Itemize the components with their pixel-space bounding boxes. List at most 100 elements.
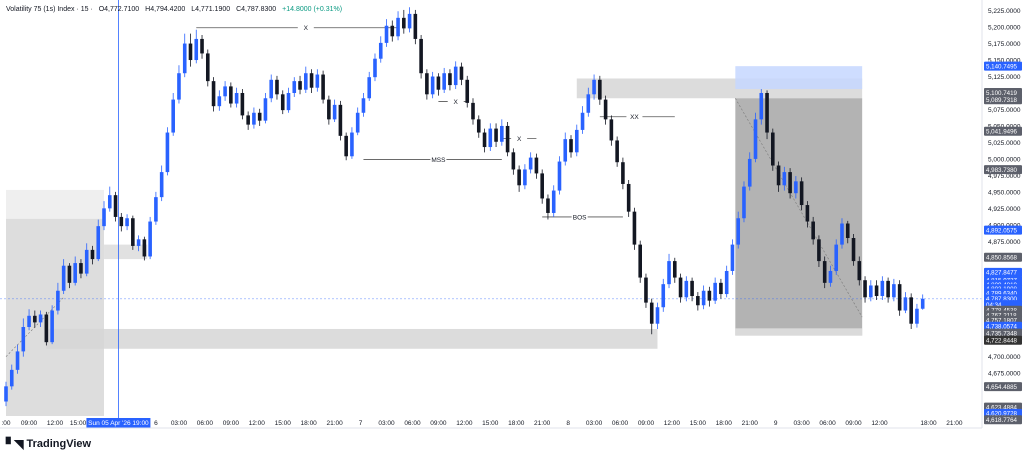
price-label: 4,738.0574 [986, 324, 1018, 331]
candle-body [794, 181, 798, 194]
candle-body [390, 25, 395, 37]
symbol-name[interactable]: Volatility 75 (1s) Index · 15 · [6, 6, 93, 13]
ohlc-change: +14.8000 (+0.31%) [282, 6, 343, 13]
candle-body [396, 17, 400, 37]
x-tick-label: 21:00 [742, 420, 759, 427]
candle-body [690, 280, 694, 297]
candle-body [142, 239, 147, 257]
candle-body [747, 158, 752, 187]
candle-body [799, 181, 804, 206]
ohlc-high: H4,794.4200 [145, 6, 186, 13]
candle-body [315, 74, 320, 88]
candle-body [488, 128, 493, 148]
candle-body [851, 238, 856, 262]
candle-body [655, 307, 660, 324]
y-tick-label: 5,025.0000 [988, 140, 1021, 147]
candle-body [569, 139, 573, 153]
candle-body [753, 119, 758, 159]
candle-body [644, 277, 648, 303]
y-tick-label: 4,875.0000 [988, 239, 1021, 246]
candle-body [592, 79, 596, 95]
candle-body [869, 285, 873, 298]
x-tick-label: 15:00 [482, 420, 499, 427]
annotation-label: X [517, 136, 522, 143]
crosshair-date-box [86, 418, 151, 428]
candle-body [840, 223, 844, 245]
candle-body [471, 102, 475, 120]
candle-body [915, 308, 919, 324]
price-label: 4,827.8477 [986, 270, 1018, 277]
candle-body [367, 77, 372, 99]
brand[interactable]: ▘◥ TradingView [6, 437, 91, 451]
axes-layer: 5,225.0000 5,200.0000 5,175.0000 5,150.0000… [0, 0, 1022, 429]
candle-body [50, 310, 54, 343]
price-label-box [984, 267, 1022, 277]
zone-box [735, 66, 863, 90]
candle-body [546, 198, 550, 213]
candle-body [517, 169, 521, 186]
price-label: 5,100.7419 [986, 90, 1018, 97]
y-tick-label: 5,000.0000 [988, 156, 1021, 163]
annotation-label-bg [447, 97, 464, 106]
candle-body [776, 165, 781, 186]
candle-body [609, 119, 614, 141]
candle-body [845, 223, 850, 239]
x-tick-label: 06:00 [404, 420, 421, 427]
candle-body [350, 132, 354, 157]
price-label-box [984, 321, 1022, 331]
candle-body [903, 297, 908, 311]
annotation-label-bg [626, 112, 643, 121]
candle-body [419, 38, 423, 74]
candle-body [822, 261, 827, 283]
price-label-box [984, 126, 1022, 136]
candle-body [909, 297, 913, 324]
candle-body [165, 132, 170, 173]
annotation-label: XX [630, 114, 639, 121]
candle-body [811, 221, 815, 240]
candle-body [56, 290, 60, 311]
candle-body [148, 221, 152, 257]
candle-body [304, 73, 308, 90]
annotation-label: X [304, 25, 309, 32]
candle-body [528, 157, 533, 170]
price-label: 5,089.7318 [986, 97, 1018, 104]
candle-body [177, 73, 181, 100]
candle-body [771, 132, 775, 166]
x-tick-label: 12:00 [664, 420, 681, 427]
x-tick-label: 15:00 [275, 420, 292, 427]
candle-body [459, 66, 464, 80]
candle-body [448, 73, 452, 86]
candle-body [598, 79, 602, 100]
x-tick-label: 09:00 [845, 420, 862, 427]
annotation-label: X [454, 99, 459, 106]
candle-body [920, 298, 925, 309]
candle-body [511, 152, 516, 170]
y-tick-label: 4,925.0000 [988, 206, 1021, 213]
price-label: 4,618.7764 [986, 417, 1018, 424]
candle-body [355, 112, 360, 133]
candle-body [730, 244, 735, 271]
x-tick-label: 7 [359, 420, 363, 427]
candle-body [182, 43, 187, 74]
x-tick-label: 12:00 [456, 420, 473, 427]
candle-body [171, 99, 175, 133]
candle-body [15, 351, 20, 370]
x-tick-label: 09:00 [638, 420, 655, 427]
candle-body [67, 265, 72, 283]
candle-body [275, 79, 279, 95]
crosshair-layer: Sun 05 Apr '26 19:00 [86, 0, 151, 428]
candle-body [574, 129, 579, 153]
candle-body [234, 92, 239, 104]
x-tick-label: 06:00 [819, 420, 836, 427]
candle-body [321, 74, 325, 100]
candle-body [21, 327, 26, 352]
candle-body [649, 302, 654, 324]
candle-body [719, 282, 723, 295]
candle-body [38, 314, 43, 323]
candle-body [672, 261, 677, 278]
candle-body [361, 98, 366, 113]
candle-body [557, 161, 562, 191]
x-tick-label: 8 [566, 420, 570, 427]
candle-body [229, 86, 233, 104]
